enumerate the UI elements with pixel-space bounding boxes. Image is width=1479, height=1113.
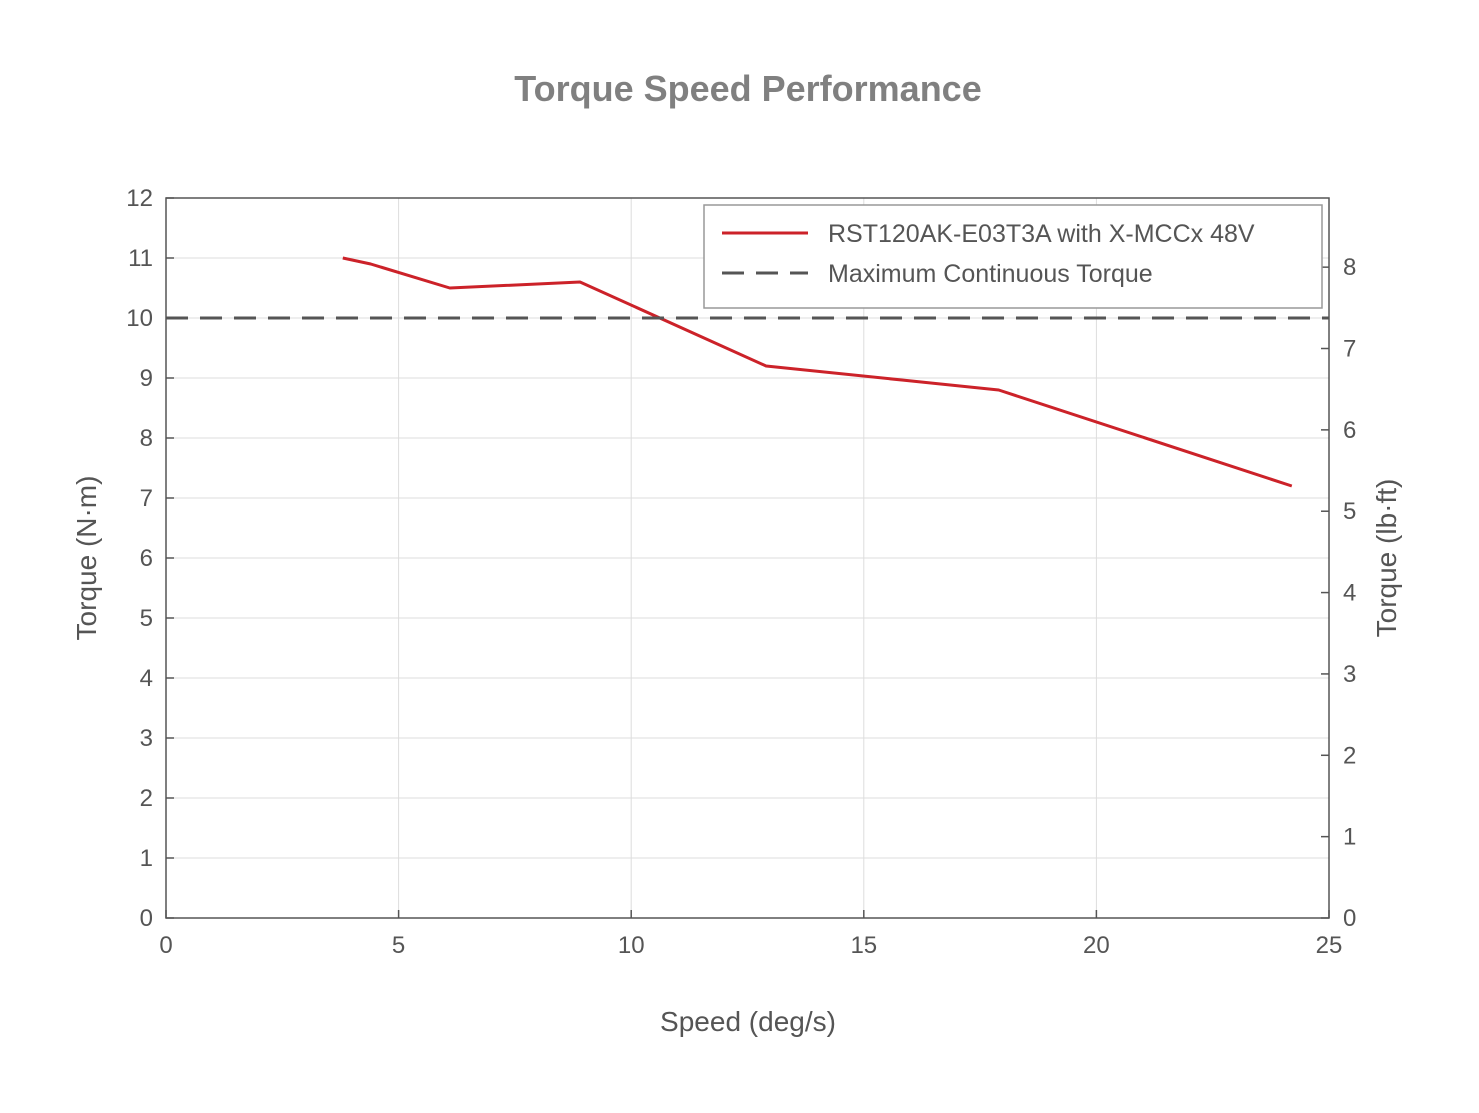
- y2-tick-label: 5: [1343, 498, 1356, 525]
- legend: RST120AK-E03T3A with X-MCCx 48V Maximum …: [703, 204, 1323, 309]
- y-tick-label: 3: [140, 725, 153, 752]
- y-tick-label: 8: [140, 425, 153, 452]
- y2-tick-label: 1: [1343, 824, 1356, 851]
- y2-tick-label: 0: [1343, 905, 1356, 932]
- x-axis-label: Speed (deg/s): [660, 1006, 836, 1037]
- y2-tick-label: 7: [1343, 336, 1356, 363]
- y2-tick-label: 3: [1343, 661, 1356, 688]
- legend-label-series-2: Maximum Continuous Torque: [828, 260, 1153, 288]
- x-axis: 0 5 10 15 20 25: [159, 910, 1342, 959]
- y-axis-label: Torque (N·m): [71, 476, 102, 641]
- y2-tick-label: 4: [1343, 580, 1356, 607]
- y2-tick-label: 8: [1343, 254, 1356, 281]
- y-tick-label: 4: [140, 665, 153, 692]
- x-tick-label: 20: [1083, 932, 1110, 959]
- y-tick-label: 11: [128, 245, 153, 272]
- legend-label-series-1: RST120AK-E03T3A with X-MCCx 48V: [828, 220, 1255, 248]
- y2-tick-label: 2: [1343, 742, 1356, 769]
- series-layer: [165, 256, 1330, 488]
- y2-axis-label: Torque (lb·ft): [1371, 479, 1402, 638]
- y-tick-label: 1: [140, 845, 153, 872]
- x-tick-label: 25: [1316, 932, 1343, 959]
- y-tick-label: 10: [126, 305, 153, 332]
- x-tick-label: 15: [850, 932, 877, 959]
- y-tick-label: 2: [140, 785, 153, 812]
- x-tick-label: 10: [618, 932, 645, 959]
- y2-tick-label: 6: [1343, 417, 1356, 444]
- x-tick-label: 0: [159, 932, 172, 959]
- y-tick-label: 9: [140, 365, 153, 392]
- chart-title: Torque Speed Performance: [514, 68, 981, 109]
- legend-box: [703, 204, 1323, 309]
- y-tick-label: 5: [140, 605, 153, 632]
- y-tick-label: 12: [126, 185, 153, 212]
- y-tick-label: 6: [140, 545, 153, 572]
- y-tick-label: 0: [140, 905, 153, 932]
- y-axis-right: 0 1 2 3 4 5 6 7 8: [1321, 254, 1356, 932]
- x-tick-label: 5: [392, 932, 405, 959]
- y-tick-label: 7: [140, 485, 153, 512]
